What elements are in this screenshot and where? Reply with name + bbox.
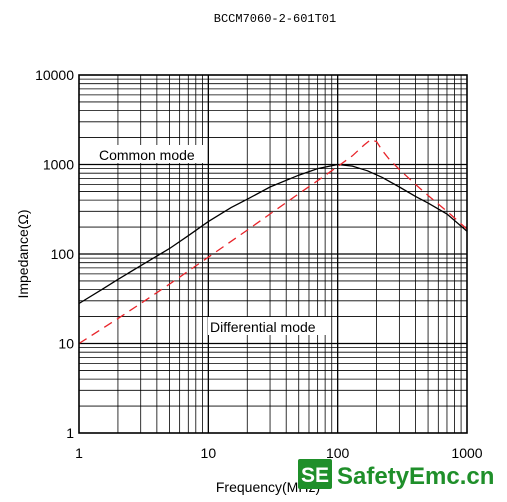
y-axis-label: Impedance(Ω) xyxy=(15,209,31,298)
x-tick-label: 10 xyxy=(201,445,217,461)
x-tick-labels: 1 10 100 1000 xyxy=(75,445,483,461)
series-layer xyxy=(78,138,468,345)
differential-mode-curve xyxy=(78,138,468,345)
y-tick-label: 1000 xyxy=(43,157,74,173)
y-tick-labels: 1 10 100 1000 10000 xyxy=(35,67,74,441)
common-mode-curve xyxy=(78,163,468,305)
watermark-text: SafetyEmc.cn xyxy=(337,463,494,490)
differential-mode-label: Differential mode xyxy=(210,319,316,335)
y-tick-label: 1 xyxy=(66,425,74,441)
plot-frame xyxy=(78,74,468,434)
differential-mode-label-bg xyxy=(208,317,330,335)
y-tick-label: 10000 xyxy=(35,67,74,83)
common-mode-label: Common mode xyxy=(99,147,195,163)
x-tick-label: 100 xyxy=(326,445,350,461)
common-mode-label-bg xyxy=(97,145,207,163)
y-tick-label: 10 xyxy=(58,336,74,352)
x-axis-label: Frequency(MHz) xyxy=(216,479,320,495)
x-tick-label: 1000 xyxy=(451,445,482,461)
watermark-badge xyxy=(298,459,332,489)
x-tick-label: 1 xyxy=(75,445,83,461)
chart-title: BCCM7060-2-601T01 xyxy=(214,12,336,26)
y-tick-label: 100 xyxy=(51,246,75,262)
grid-lines xyxy=(79,75,467,433)
watermark-logo: SE SafetyEmc.cn xyxy=(298,459,494,490)
watermark-badge-text: SE xyxy=(301,464,329,487)
